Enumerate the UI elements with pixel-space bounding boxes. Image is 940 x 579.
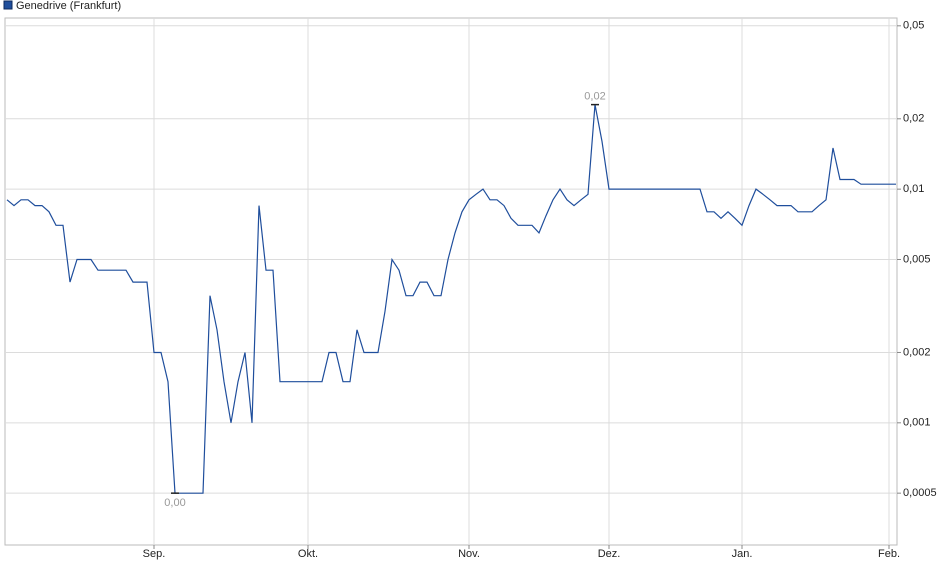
y-tick-label: 0,05: [903, 20, 924, 32]
series-line: [6, 104, 896, 494]
x-tick-label: Dez.: [598, 548, 621, 560]
legend-swatch: [3, 0, 13, 10]
y-tick-label: 0,005: [903, 253, 931, 265]
legend-label: Genedrive (Frankfurt): [16, 0, 121, 12]
x-tick-label: Feb.: [878, 548, 900, 560]
x-tick-label: Jan.: [732, 548, 753, 560]
y-tick-label: 0,01: [903, 183, 924, 195]
y-tick-label: 0,001: [903, 417, 931, 429]
x-tick-label: Nov.: [458, 548, 480, 560]
x-tick-label: Okt.: [298, 548, 318, 560]
y-tick-label: 0,02: [903, 113, 924, 125]
x-tick-label: Sep.: [143, 548, 166, 560]
data-label: 0,02: [584, 91, 605, 103]
y-tick-label: 0,0005: [903, 487, 937, 499]
data-label: 0,00: [164, 497, 185, 509]
y-tick-label: 0,002: [903, 346, 931, 358]
